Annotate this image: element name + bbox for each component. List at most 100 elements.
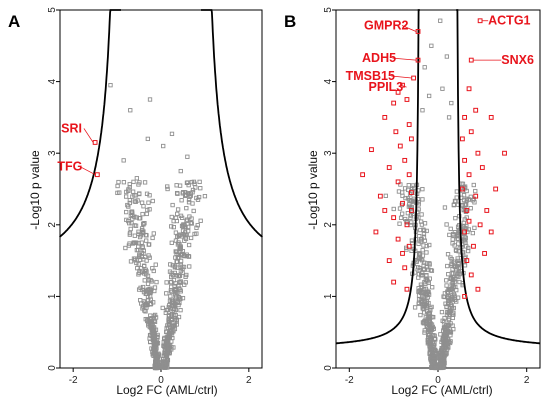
data-point [166,344,171,350]
gene-label-leader [79,166,96,176]
data-point [408,215,413,221]
data-point [167,298,173,303]
threshold-curve-left [59,9,121,238]
data-point [145,281,151,287]
data-point [152,319,158,325]
significant-point [473,107,479,113]
data-point [160,305,165,311]
data-point [168,262,173,267]
data-point [420,186,425,192]
data-point [448,226,453,231]
data-point [453,216,458,221]
data-point [196,194,202,200]
data-point [148,297,153,302]
data-point [174,294,179,299]
gene-label-leader [400,84,407,88]
data-point [140,244,145,249]
significant-point [411,75,417,81]
data-point [198,186,203,191]
data-point [147,339,153,345]
data-point [153,340,159,346]
significant-point [386,258,392,264]
significant-point [459,136,465,142]
significant-point [382,115,388,120]
data-point [165,184,170,189]
x-tick-label: -2 [69,375,78,386]
significant-point [397,143,403,149]
data-point [428,321,433,326]
data-point [137,180,142,185]
data-point [409,198,414,204]
significant-point [468,57,474,63]
y-tick-label: 3 [323,150,334,156]
data-point [444,278,449,283]
data-point [431,360,436,365]
data-point [454,189,460,194]
data-point [144,305,149,310]
data-point [443,331,449,336]
data-point [129,209,134,215]
data-point [454,299,459,304]
data-point [442,205,448,210]
data-point [422,65,427,70]
data-point [202,194,208,199]
data-point [446,115,452,120]
data-point [164,280,169,285]
data-point [448,255,453,260]
gene-label: ACTG1 [488,14,530,28]
data-point [416,293,422,298]
data-point [184,192,189,198]
data-point [180,266,185,272]
data-point [425,316,430,322]
data-point [383,193,388,198]
data-point [172,264,178,269]
data-point [164,291,169,296]
data-point [177,183,183,188]
data-point [194,225,199,230]
data-point [131,256,137,261]
data-point [165,340,170,345]
data-point [147,97,153,102]
significant-point [408,136,414,142]
data-point [414,259,419,264]
data-point [169,224,174,229]
data-point [444,283,449,288]
data-point [165,349,170,355]
data-point [133,240,138,245]
data-point [450,241,455,246]
significant-point [360,172,366,178]
data-point [154,279,159,285]
significant-point [415,29,421,34]
data-point [188,235,194,241]
data-point [188,220,193,226]
significant-point [395,89,401,95]
data-point [171,304,176,309]
significant-point [395,236,401,242]
significant-point [466,218,472,224]
data-point [442,358,447,363]
significant-point [404,97,410,102]
data-point [441,320,447,325]
significant-point [377,193,383,199]
data-point [456,274,461,279]
significant-point [369,147,374,153]
data-point [182,253,187,259]
data-point [127,221,132,226]
y-tick-label: 4 [47,78,58,84]
data-point [405,211,411,216]
data-point [174,251,179,256]
significant-point [391,279,397,285]
data-point [423,286,429,291]
data-point [439,309,445,315]
data-point [177,241,182,247]
data-point [427,262,432,267]
gene-label: TMSB15 [346,69,395,83]
significant-point [462,115,468,120]
data-point [145,302,150,308]
data-point [419,257,424,262]
data-point [127,198,133,203]
data-point [178,280,183,285]
significant-point [477,18,483,24]
y-tick-label: 2 [323,222,334,228]
